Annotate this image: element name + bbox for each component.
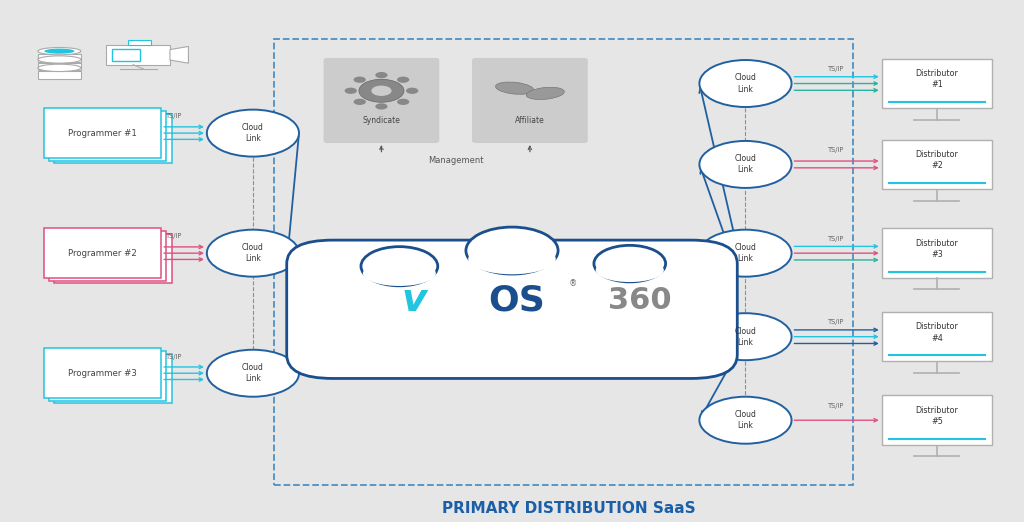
Text: TS/IP: TS/IP xyxy=(828,235,845,242)
Text: Distributor
#2: Distributor #2 xyxy=(915,150,958,170)
FancyBboxPatch shape xyxy=(882,312,992,362)
FancyBboxPatch shape xyxy=(54,114,172,163)
FancyBboxPatch shape xyxy=(112,49,140,61)
Ellipse shape xyxy=(596,258,664,282)
Circle shape xyxy=(699,397,792,444)
FancyBboxPatch shape xyxy=(38,63,81,70)
Text: ®: ® xyxy=(569,279,578,288)
Ellipse shape xyxy=(526,87,564,100)
Text: TS/IP: TS/IP xyxy=(166,353,182,360)
FancyBboxPatch shape xyxy=(882,229,992,278)
Text: Cloud
Link: Cloud Link xyxy=(242,363,264,383)
Circle shape xyxy=(207,230,299,277)
Text: TS/IP: TS/IP xyxy=(828,319,845,325)
Ellipse shape xyxy=(594,245,666,282)
Ellipse shape xyxy=(468,244,556,274)
Text: OS: OS xyxy=(488,283,546,317)
FancyBboxPatch shape xyxy=(882,396,992,445)
Text: TS/IP: TS/IP xyxy=(828,147,845,153)
Circle shape xyxy=(353,99,366,105)
Text: Programmer #3: Programmer #3 xyxy=(68,369,137,378)
Circle shape xyxy=(344,88,357,94)
Text: Cloud
Link: Cloud Link xyxy=(734,243,757,263)
Text: TS/IP: TS/IP xyxy=(828,402,845,409)
Text: v: v xyxy=(402,281,427,319)
Text: TS/IP: TS/IP xyxy=(166,233,182,240)
FancyBboxPatch shape xyxy=(472,58,588,143)
Circle shape xyxy=(207,110,299,157)
Circle shape xyxy=(406,88,418,94)
Ellipse shape xyxy=(38,56,81,63)
FancyBboxPatch shape xyxy=(38,71,81,79)
FancyBboxPatch shape xyxy=(38,54,81,62)
Ellipse shape xyxy=(362,260,436,286)
Text: Distributor
#4: Distributor #4 xyxy=(915,323,958,342)
Circle shape xyxy=(397,77,410,83)
Text: PRIMARY DISTRIBUTION SaaS: PRIMARY DISTRIBUTION SaaS xyxy=(441,502,695,516)
Circle shape xyxy=(699,230,792,277)
FancyBboxPatch shape xyxy=(106,45,170,65)
Ellipse shape xyxy=(38,48,81,55)
Text: Distributor
#5: Distributor #5 xyxy=(915,406,958,426)
FancyBboxPatch shape xyxy=(49,231,166,281)
Text: Cloud
Link: Cloud Link xyxy=(734,327,757,347)
FancyBboxPatch shape xyxy=(43,349,162,398)
Text: Cloud
Link: Cloud Link xyxy=(734,410,757,430)
Text: Cloud
Link: Cloud Link xyxy=(242,123,264,143)
FancyBboxPatch shape xyxy=(882,140,992,189)
Text: Distributor
#3: Distributor #3 xyxy=(915,239,958,259)
FancyBboxPatch shape xyxy=(287,240,737,378)
Circle shape xyxy=(699,313,792,360)
Ellipse shape xyxy=(496,82,534,94)
Text: Cloud
Link: Cloud Link xyxy=(734,74,757,93)
Circle shape xyxy=(375,103,387,110)
Text: Management: Management xyxy=(428,156,483,165)
Text: Cloud
Link: Cloud Link xyxy=(242,243,264,263)
Text: TS/IP: TS/IP xyxy=(828,66,845,72)
Text: Programmer #2: Programmer #2 xyxy=(68,248,137,258)
Ellipse shape xyxy=(361,247,438,286)
FancyBboxPatch shape xyxy=(324,58,439,143)
FancyBboxPatch shape xyxy=(43,109,162,158)
Text: Affiliate: Affiliate xyxy=(515,116,545,125)
Polygon shape xyxy=(170,46,188,63)
Circle shape xyxy=(372,86,391,96)
FancyBboxPatch shape xyxy=(49,351,166,401)
Circle shape xyxy=(375,72,387,78)
Circle shape xyxy=(358,79,403,102)
FancyBboxPatch shape xyxy=(49,111,166,161)
Ellipse shape xyxy=(38,64,81,72)
Circle shape xyxy=(207,350,299,397)
Text: Programmer #1: Programmer #1 xyxy=(68,128,137,138)
FancyBboxPatch shape xyxy=(128,40,151,45)
Text: 360: 360 xyxy=(608,286,672,315)
Circle shape xyxy=(353,77,366,83)
Text: TS/IP: TS/IP xyxy=(166,113,182,120)
Circle shape xyxy=(699,141,792,188)
FancyBboxPatch shape xyxy=(43,229,162,278)
FancyBboxPatch shape xyxy=(882,59,992,109)
Circle shape xyxy=(397,99,410,105)
Ellipse shape xyxy=(466,227,558,274)
Text: Cloud
Link: Cloud Link xyxy=(734,155,757,174)
Text: Distributor
#1: Distributor #1 xyxy=(915,69,958,89)
FancyBboxPatch shape xyxy=(54,234,172,283)
FancyBboxPatch shape xyxy=(54,354,172,403)
Ellipse shape xyxy=(44,49,75,54)
Text: Syndicate: Syndicate xyxy=(362,116,400,125)
Circle shape xyxy=(699,60,792,107)
